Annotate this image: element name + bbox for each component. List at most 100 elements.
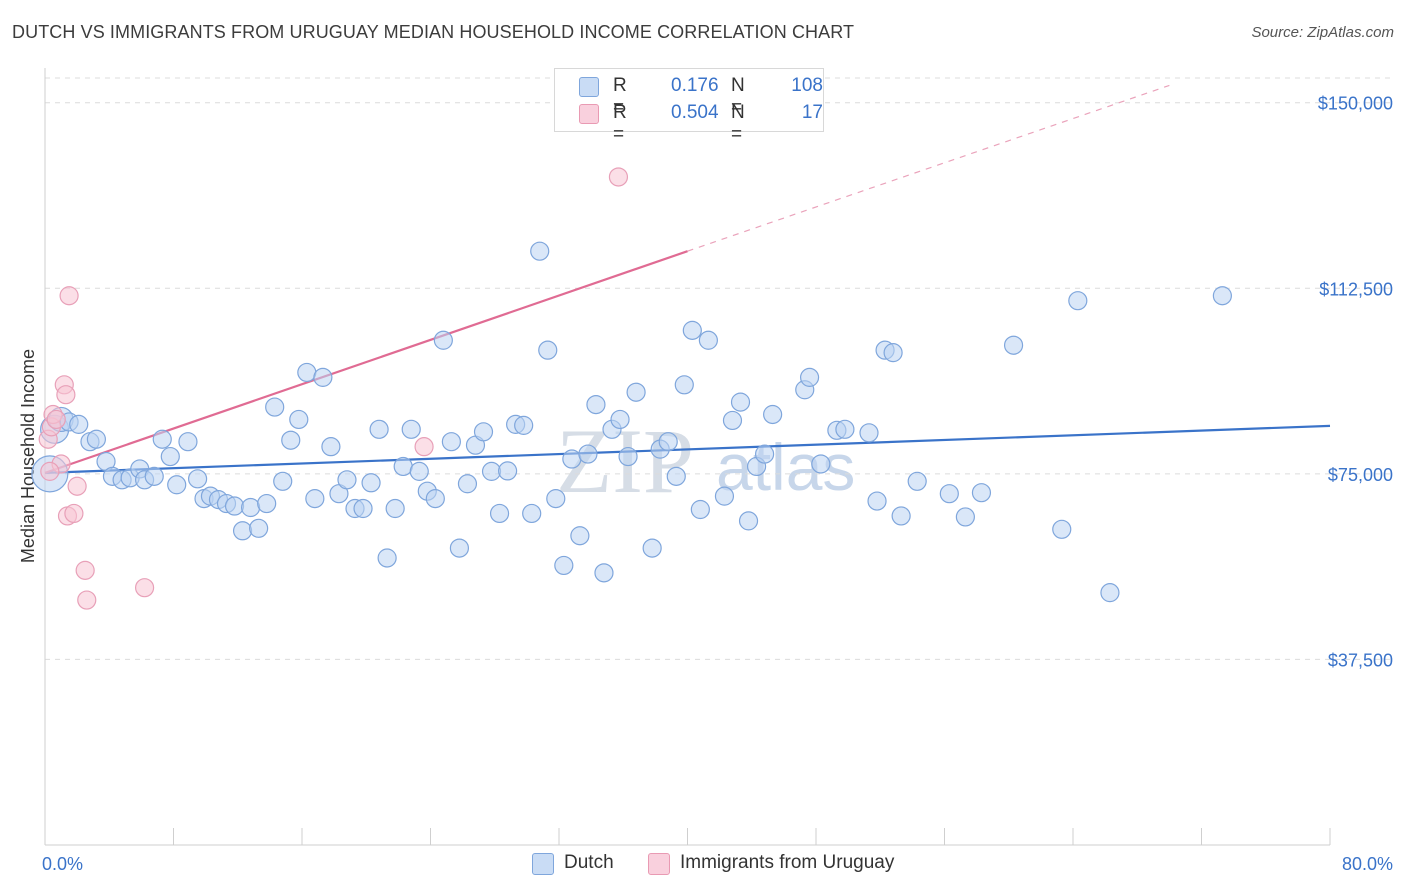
dutch-point: [738, 511, 759, 531]
dutch-point: [1052, 519, 1072, 539]
series-dutch-points: [31, 241, 1232, 603]
dutch-point: [273, 471, 293, 491]
source-credit: Source: ZipAtlas.com: [1251, 24, 1394, 41]
gridlines: [45, 77, 1395, 660]
dutch-point: [722, 410, 743, 431]
dutch-point: [321, 437, 341, 457]
y-tick-labels: $37,500 $75,000 $112,500 $150,000: [1318, 94, 1393, 671]
dutch-point: [626, 382, 646, 402]
uruguay-point: [40, 461, 60, 481]
dutch-point: [907, 471, 927, 491]
legend-swatch-uruguay: [579, 104, 599, 124]
dutch-point: [289, 409, 309, 430]
dutch-point: [1212, 286, 1232, 306]
dutch-point: [281, 430, 301, 450]
dutch-point: [425, 489, 445, 509]
y-tick-label: $37,500: [1328, 650, 1393, 670]
legend-swatch-dutch: [579, 77, 599, 97]
dutch-point: [1068, 291, 1088, 311]
dutch-point: [610, 409, 630, 430]
dutch-point: [554, 555, 574, 576]
legend-n-value: 108: [791, 75, 823, 96]
dutch-point: [530, 241, 550, 261]
series-uruguay-points: [38, 167, 629, 610]
uruguay-point: [608, 167, 629, 187]
dutch-point: [682, 320, 702, 340]
stats-legend: R = 0.176 N = 108 R = 0.504 N = 17: [554, 68, 824, 145]
legend-n-value: 17: [801, 102, 823, 123]
dutch-point: [867, 491, 887, 511]
bottom-legend-label-dutch: Dutch: [564, 852, 614, 873]
dutch-point: [562, 449, 582, 469]
dutch-point: [498, 461, 518, 481]
dutch-point: [257, 493, 277, 514]
dutch-point: [393, 456, 413, 477]
uruguay-point: [59, 286, 79, 306]
legend-n-label: N =: [731, 102, 745, 145]
bottom-legend-swatch-dutch: [532, 853, 554, 875]
dutch-point: [449, 538, 470, 558]
dutch-point: [955, 507, 975, 527]
dutch-point: [799, 367, 820, 387]
y-tick-label: $75,000: [1328, 465, 1393, 485]
dutch-point: [489, 503, 510, 524]
uruguay-point: [77, 590, 97, 610]
dutch-point: [297, 362, 317, 383]
y-tick-label: $112,500: [1319, 279, 1393, 299]
dutch-point: [690, 499, 710, 520]
dutch-point: [160, 446, 180, 467]
dutch-point: [538, 340, 558, 360]
dutch-point: [265, 397, 285, 417]
legend-r-label: R =: [613, 75, 627, 118]
dutch-point: [883, 343, 903, 363]
x-tick-label: 0.0%: [42, 854, 83, 874]
dutch-point: [385, 498, 405, 519]
uruguay-trend-extrapolation: [687, 84, 1170, 252]
watermark: ZIP atlas: [556, 410, 855, 512]
dutch-point: [232, 521, 253, 541]
uruguay-point: [56, 385, 76, 405]
dutch-point: [224, 496, 245, 516]
uruguay-point: [134, 578, 155, 598]
dutch-point: [835, 419, 855, 439]
dutch-point: [642, 538, 662, 558]
dutch-point: [891, 506, 911, 526]
trend-lines: [44, 84, 1331, 474]
y-axis-label: Median Household Income: [18, 349, 38, 563]
dutch-point: [522, 503, 542, 524]
dutch-point: [618, 446, 638, 467]
dutch-point: [457, 474, 478, 494]
uruguay-point: [75, 560, 95, 580]
dutch-point: [409, 461, 429, 481]
dutch-point: [241, 497, 261, 518]
uruguay-point: [64, 503, 84, 524]
uruguay-point: [414, 437, 434, 457]
dutch-point: [369, 419, 389, 439]
legend-n-label: N =: [731, 75, 745, 118]
dutch-point: [433, 330, 453, 350]
dutch-point: [144, 466, 164, 486]
dutch-point: [666, 466, 686, 486]
dutch-point: [249, 518, 269, 538]
dutch-point: [811, 454, 831, 474]
chart-title: DUTCH VS IMMIGRANTS FROM URUGUAY MEDIAN …: [12, 22, 855, 42]
dutch-point: [401, 419, 421, 439]
dutch-point: [546, 489, 566, 509]
dutch-point: [187, 469, 208, 489]
dutch-point: [305, 489, 325, 509]
dutch-point: [361, 473, 381, 493]
dutch-point: [473, 422, 494, 442]
dutch-point: [971, 483, 992, 503]
legend-r-value: 0.504: [671, 102, 719, 123]
dutch-point: [570, 526, 590, 546]
bottom-legend-swatch-uruguay: [648, 853, 670, 875]
uruguay-point: [67, 476, 87, 496]
dutch-point: [337, 470, 357, 490]
dutch-point: [674, 375, 694, 395]
dutch-point: [939, 484, 959, 504]
dutch-point: [698, 330, 718, 350]
dutch-point: [714, 486, 735, 506]
dutch-point: [313, 367, 333, 387]
dutch-point: [178, 432, 198, 452]
dutch-point: [69, 414, 89, 434]
